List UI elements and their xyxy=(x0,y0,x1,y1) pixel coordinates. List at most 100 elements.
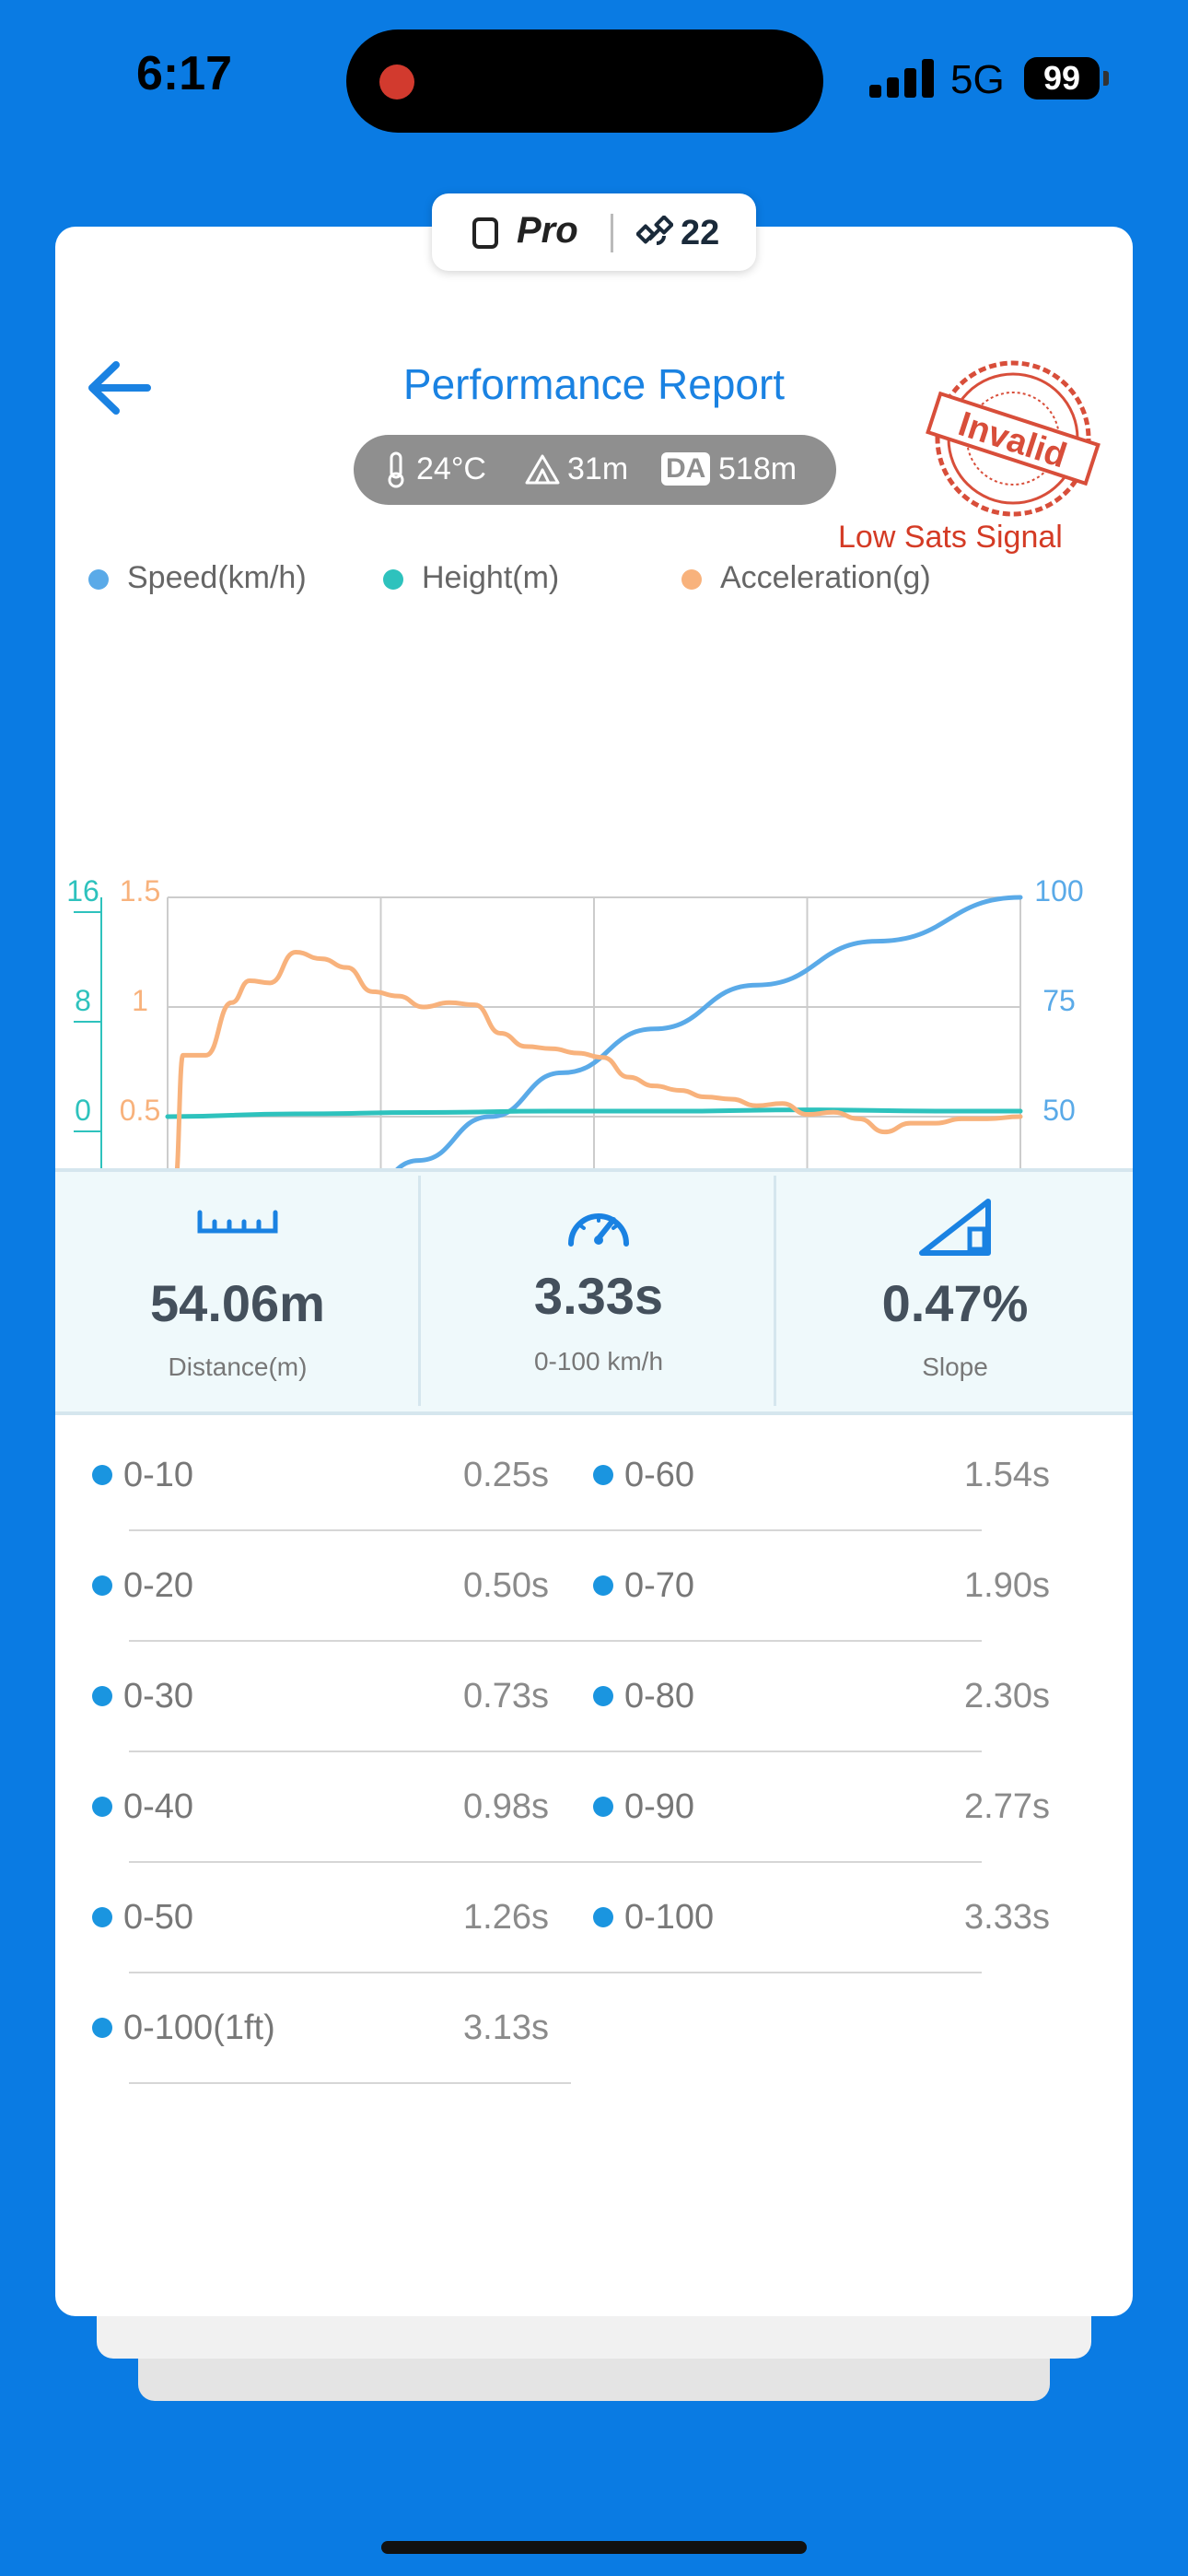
bullet-icon xyxy=(92,1797,112,1817)
height-series-line xyxy=(165,1107,1023,1119)
speed-tick-label: 100 xyxy=(1034,874,1083,907)
pro-label: Pro xyxy=(517,210,578,251)
status-bar: 6:17 5G 99 xyxy=(0,0,1188,166)
legend-speed-label: Speed(km/h) xyxy=(127,560,307,595)
split-time: 3.33s xyxy=(964,1898,1050,1937)
accel-series-line xyxy=(165,950,1023,1339)
bullet-icon xyxy=(92,1907,112,1927)
divider xyxy=(556,1751,982,1752)
metric-slope: 0.47% Slope xyxy=(777,1172,1133,1411)
split-row: 0-30 0.73s xyxy=(55,1642,571,1752)
recording-indicator-icon xyxy=(379,64,414,100)
satellite-count: 22 xyxy=(681,214,720,252)
split-time: 1.90s xyxy=(964,1566,1050,1605)
battery-level: 99 xyxy=(1042,59,1081,97)
back-arrow-icon[interactable] xyxy=(83,356,157,420)
legend-height-swatch xyxy=(383,569,403,590)
split-row: 0-70 1.90s xyxy=(556,1531,1054,1642)
bullet-icon xyxy=(92,1575,112,1596)
network-type: 5G xyxy=(950,57,1005,102)
legend-acceleration-label: Acceleration(g) xyxy=(720,560,931,595)
legend-height-label: Height(m) xyxy=(422,560,560,595)
slope-value: 0.47% xyxy=(881,1274,1029,1332)
altitude-value: 31m xyxy=(567,451,629,486)
split-time: 3.13s xyxy=(463,2008,549,2047)
temperature-value: 24°C xyxy=(416,451,486,486)
split-label: 0-50 xyxy=(123,1898,194,1937)
time-value: 3.33s xyxy=(533,1267,664,1325)
split-time: 2.30s xyxy=(964,1677,1050,1715)
split-row: 0-90 2.77s xyxy=(556,1752,1054,1863)
satellite-icon xyxy=(636,216,673,245)
distance-value: 54.06m xyxy=(150,1274,325,1332)
battery-icon: 99 xyxy=(1024,57,1100,100)
legend-acceleration: Acceleration(g) xyxy=(681,560,931,596)
device-status-pill[interactable]: Pro 22 xyxy=(432,193,756,271)
split-time: 1.54s xyxy=(964,1456,1050,1494)
legend-acceleration-swatch xyxy=(681,569,702,590)
split-row: 0-80 2.30s xyxy=(556,1642,1054,1752)
metric-divider xyxy=(418,1176,421,1406)
accel-tick-label: 0.5 xyxy=(120,1094,160,1127)
bullet-icon xyxy=(593,1575,613,1596)
divider xyxy=(556,1972,982,1973)
accel-tick-label: 1.5 xyxy=(120,874,160,907)
metrics-panel: 54.06m Distance(m) 3.33s 0-100 km/h 0.47… xyxy=(55,1168,1133,1415)
divider xyxy=(129,1640,571,1642)
split-label: 0-80 xyxy=(624,1677,695,1715)
density-altitude-value: 518m xyxy=(718,451,798,486)
time-label: 0-100 km/h xyxy=(533,1347,664,1376)
height-tick-label: 8 xyxy=(75,984,91,1017)
split-time: 0.98s xyxy=(463,1787,549,1826)
slope-label: Slope xyxy=(922,1352,988,1381)
legend-speed: Speed(km/h) xyxy=(88,560,307,596)
divider xyxy=(556,1640,982,1642)
report-card: Performance Report 24°C 31m DA 518m Inva… xyxy=(55,227,1133,2316)
split-row: 0-60 1.54s xyxy=(556,1421,1054,1531)
distance-label: Distance(m) xyxy=(168,1352,308,1381)
split-label: 0-40 xyxy=(123,1787,194,1826)
split-row: 0-50 1.26s xyxy=(55,1863,571,1973)
home-indicator[interactable] xyxy=(381,2541,807,2554)
metric-time: 3.33s 0-100 km/h xyxy=(420,1172,777,1411)
speedometer-icon xyxy=(568,1213,629,1247)
split-label: 0-100 xyxy=(624,1898,715,1937)
metric-distance: 54.06m Distance(m) xyxy=(55,1172,420,1411)
bullet-icon xyxy=(92,2018,112,2038)
status-time: 6:17 xyxy=(136,47,233,100)
dynamic-island xyxy=(346,29,823,133)
split-row: 0-100 3.33s xyxy=(556,1863,1054,1973)
split-label: 0-60 xyxy=(624,1456,695,1494)
divider xyxy=(611,214,613,252)
divider xyxy=(129,1972,571,1973)
split-time: 1.26s xyxy=(463,1898,549,1937)
divider xyxy=(129,1529,571,1531)
chart-legend: Speed(km/h) Height(m) Acceleration(g) xyxy=(55,560,1133,606)
split-time: 0.73s xyxy=(463,1677,549,1715)
conditions-pill: 24°C 31m DA 518m xyxy=(354,435,836,505)
density-altitude-badge: DA xyxy=(661,452,711,486)
divider xyxy=(129,1751,571,1752)
thermometer-icon xyxy=(388,451,404,488)
accel-tick-label: 1 xyxy=(132,984,148,1017)
cellular-signal-icon xyxy=(869,59,934,98)
mountain-icon xyxy=(525,454,560,485)
divider xyxy=(556,1861,982,1863)
low-sats-warning: Low Sats Signal xyxy=(838,520,1063,555)
split-label: 0-100(1ft) xyxy=(123,2008,275,2047)
battery-tip xyxy=(1103,71,1109,86)
split-label: 0-90 xyxy=(624,1787,695,1826)
split-row: 0-20 0.50s xyxy=(55,1531,571,1642)
bullet-icon xyxy=(593,1797,613,1817)
split-time: 2.77s xyxy=(964,1787,1050,1826)
page-title: Performance Report xyxy=(402,360,786,408)
ruler-icon xyxy=(197,1210,278,1234)
split-label: 0-70 xyxy=(624,1566,695,1605)
metric-divider xyxy=(774,1176,776,1406)
bullet-icon xyxy=(593,1907,613,1927)
height-tick-label: 0 xyxy=(75,1094,91,1127)
bullet-icon xyxy=(92,1465,112,1485)
split-row: 0-100(1ft) 3.13s xyxy=(55,1973,571,2084)
split-label: 0-20 xyxy=(123,1566,194,1605)
device-icon xyxy=(472,217,498,249)
